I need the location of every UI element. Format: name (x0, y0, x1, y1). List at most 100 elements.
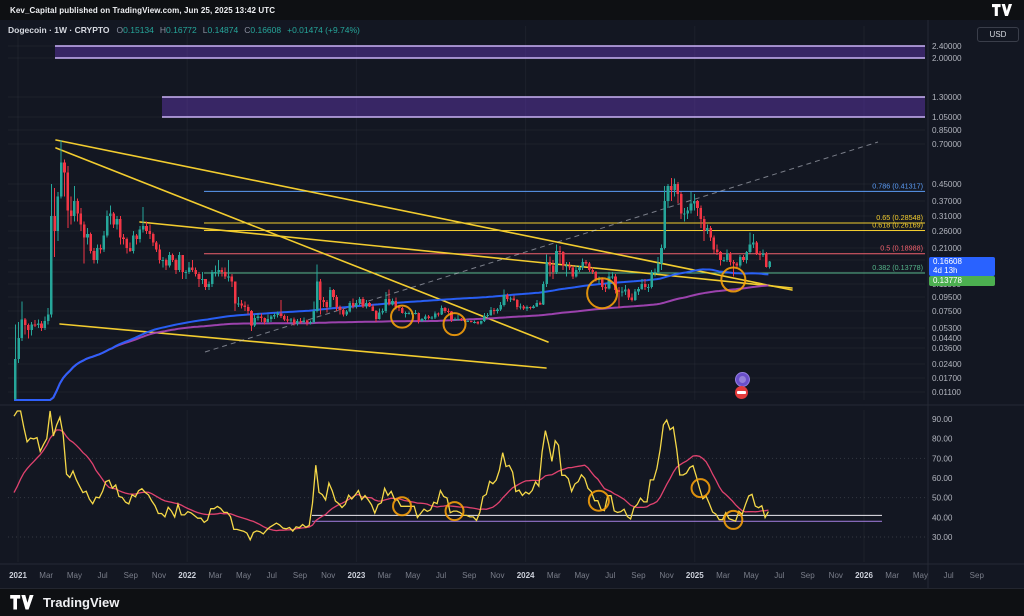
ohlc-value: 0.16608 (250, 25, 282, 35)
candle-body (594, 272, 598, 279)
candle-body (355, 302, 358, 307)
fib-level-label: 0.65 (0.28548) (876, 213, 923, 222)
candle-body (486, 315, 489, 317)
main-chart-pane[interactable] (0, 20, 925, 406)
price-axis[interactable] (928, 20, 1024, 564)
candle-body (181, 255, 184, 272)
candle-body (361, 298, 365, 307)
candle-body (660, 248, 663, 264)
candle-body (542, 284, 545, 305)
candle-body (53, 216, 56, 231)
trendline (55, 139, 793, 291)
candle-body (23, 319, 27, 325)
candle-body (607, 276, 611, 289)
candle-body (86, 234, 89, 238)
time-axis-label: 2026 (855, 571, 873, 580)
candle-body (141, 226, 145, 230)
candle-body (584, 261, 588, 264)
chart-canvas[interactable]: 0.786 (0.41317) 0.65 (0.28548)0.618 (0.26… (0, 20, 1024, 588)
price-axis-label: 0.70000 (932, 140, 962, 149)
fib-level-label: 0.618 (0.26169) (872, 220, 923, 229)
candle-body (446, 311, 450, 312)
candle-body (696, 201, 699, 209)
ohlc-label: C (244, 25, 251, 35)
rsi-line (13, 410, 769, 542)
candle-body (36, 323, 40, 325)
candle-body (122, 237, 125, 240)
time-axis[interactable] (0, 565, 925, 587)
attribution-text[interactable]: Kev_Capital published on TradingView.com… (10, 5, 276, 15)
candle-body (437, 313, 440, 315)
candle-body (466, 321, 470, 323)
candle-body (269, 316, 273, 319)
candle-body (496, 309, 499, 311)
candle-body (656, 263, 660, 272)
candle-body (66, 172, 70, 211)
candle-body (99, 248, 102, 250)
candle-body (525, 307, 529, 309)
time-axis-label: Mar (378, 571, 392, 580)
candle-body (401, 307, 404, 313)
candle-body (112, 213, 115, 225)
candle-body (96, 248, 99, 260)
candle-body (456, 318, 460, 320)
candle-body (345, 311, 348, 315)
candle-body (305, 320, 309, 323)
chart-area: 0.786 (0.41317) 0.65 (0.28548)0.618 (0.26… (0, 20, 1024, 588)
price-axis-label: 0.05300 (932, 324, 962, 333)
rsi-axis-label: 60.00 (932, 474, 953, 483)
candle-body (76, 201, 79, 214)
candle-body (102, 235, 106, 250)
candle-body (171, 255, 175, 260)
currency-button[interactable]: USD (977, 27, 1019, 42)
candle-body (250, 311, 253, 326)
time-axis-label: Jul (605, 571, 615, 580)
candle-body (561, 252, 565, 266)
time-axis-label: 2025 (686, 571, 704, 580)
candle-body (742, 256, 745, 260)
candle-body (722, 260, 726, 261)
candle-body (515, 300, 519, 308)
highlight-circle (444, 501, 465, 522)
symbol-title[interactable]: Dogecoin · 1W · CRYPTO (8, 25, 110, 35)
price-axis-label: 0.03600 (932, 344, 962, 353)
time-axis-label: Mar (885, 571, 899, 580)
tradingview-logo-icon[interactable] (10, 595, 36, 610)
trendline (55, 147, 549, 343)
candle-body (82, 224, 86, 238)
time-axis-label: Sep (631, 571, 646, 580)
candle-body (738, 256, 742, 266)
candle-body (296, 321, 299, 324)
last-price-badge: 0.16608 4d 13h (929, 256, 995, 276)
time-axis-label: 2023 (348, 571, 366, 580)
tradingview-wordmark[interactable]: TradingView (43, 595, 120, 610)
candle-body (765, 253, 768, 267)
candle-body (43, 320, 47, 328)
candle-body (427, 316, 430, 319)
candle-body (535, 302, 539, 307)
candle-body (118, 218, 122, 238)
time-axis-label: Nov (659, 571, 673, 580)
candle-body (174, 260, 178, 270)
candle-body (325, 302, 329, 308)
candle-body (729, 253, 732, 262)
candle-body (69, 210, 73, 216)
ohlc-label: H (159, 25, 167, 35)
tradingview-logo-icon[interactable] (992, 3, 1014, 17)
rsi-ma-line (13, 429, 769, 532)
candle-body (512, 298, 516, 301)
time-axis-label: Nov (490, 571, 504, 580)
candle-body (768, 261, 771, 268)
time-axis-label: Sep (970, 571, 985, 580)
trendline (59, 323, 547, 369)
pane-divider[interactable] (0, 402, 925, 408)
candle-body (125, 239, 129, 248)
candle-body (233, 281, 237, 304)
candle-body (315, 281, 319, 311)
candle-body (358, 298, 361, 303)
candle-body (473, 321, 476, 323)
ohlc-high: H0.16772 (160, 25, 197, 35)
rsi-pane[interactable] (0, 408, 925, 564)
candle-body (263, 318, 266, 322)
time-axis-label: May (67, 571, 82, 580)
